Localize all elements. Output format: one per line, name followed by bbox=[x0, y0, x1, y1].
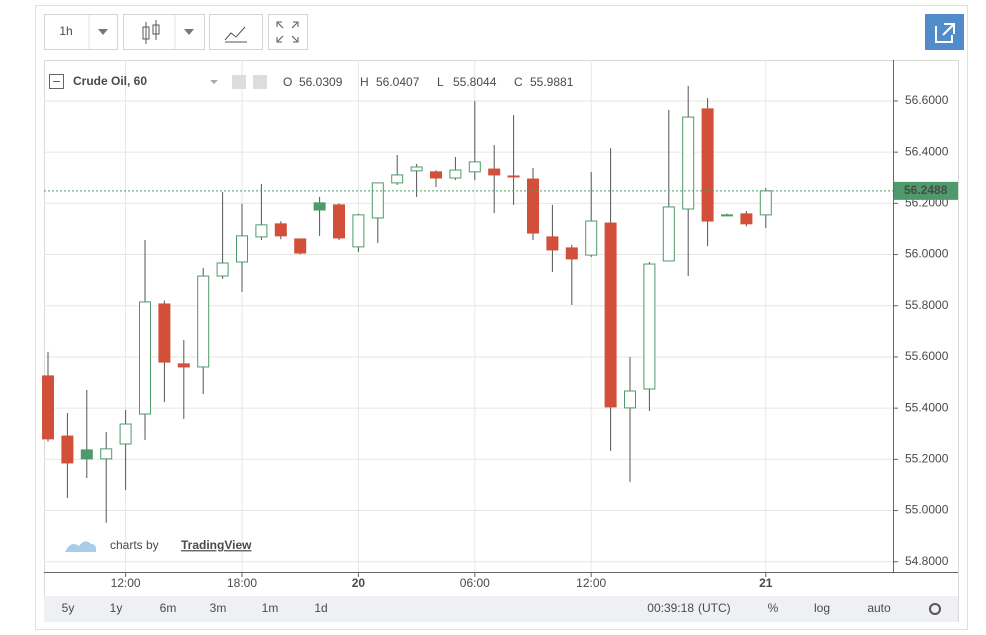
y-tick-label: 55.6000 bbox=[905, 349, 949, 363]
y-tick-label: 56.6000 bbox=[905, 93, 949, 107]
y-tick-label: 56.4000 bbox=[905, 144, 949, 158]
settings-icon[interactable] bbox=[929, 603, 941, 615]
x-tick-label: 18:00 bbox=[227, 576, 257, 590]
watermark[interactable]: charts by TradingView bbox=[65, 538, 252, 552]
candle-body bbox=[158, 303, 171, 363]
candle-body bbox=[371, 182, 384, 219]
candle-body bbox=[236, 235, 248, 263]
range-button[interactable]: 3m bbox=[210, 601, 227, 615]
y-tick-label: 55.2000 bbox=[905, 452, 949, 466]
bottom-bar-items: 5y 1y 6m 3m 1m 1d 00:39:18 (UTC)% log auto bbox=[62, 601, 941, 615]
candle-body bbox=[42, 375, 54, 440]
chart-style-button[interactable] bbox=[123, 14, 205, 50]
grid bbox=[44, 60, 893, 572]
y-tick-label: 55.0000 bbox=[905, 503, 949, 517]
candle-body bbox=[333, 204, 345, 239]
interval-label: 1h bbox=[59, 24, 72, 38]
candle-body bbox=[177, 363, 190, 368]
candle-body bbox=[488, 168, 501, 176]
candle-body bbox=[585, 220, 598, 256]
y-tick-label: 56.0000 bbox=[905, 247, 949, 261]
timezone: (UTC) bbox=[698, 601, 731, 615]
ohlc-key: O bbox=[283, 75, 292, 89]
ohlc-value: 55.8044 bbox=[453, 75, 497, 89]
candle-body bbox=[100, 448, 113, 460]
ohlc-value: 56.0407 bbox=[376, 75, 420, 89]
last-price-label: 56.2488 bbox=[904, 183, 948, 197]
indicators-button[interactable] bbox=[209, 14, 263, 50]
clock: 00:39:18 bbox=[647, 601, 694, 615]
axes: 54.8000 55.0000 55.2000 55.4000 55.6000 55.80… bbox=[111, 93, 958, 590]
candle-body bbox=[701, 108, 714, 222]
candle-body bbox=[313, 202, 326, 211]
overlay: Crude Oil, 60 O 56.0309 H 56.0407 L 55.8044 C 5… bbox=[49, 74, 574, 552]
range-button[interactable]: 1y bbox=[110, 601, 123, 615]
chart-title: Crude Oil, 60 bbox=[73, 74, 147, 88]
candle-body bbox=[740, 213, 753, 225]
candle-body bbox=[391, 174, 404, 184]
candle-body bbox=[197, 275, 210, 368]
candle-body bbox=[468, 161, 481, 173]
candles bbox=[42, 85, 893, 523]
y-tick-label: 55.4000 bbox=[905, 400, 949, 414]
x-tick-label: 12:00 bbox=[111, 576, 141, 590]
last-price-box bbox=[894, 181, 958, 200]
candle-body bbox=[80, 449, 93, 460]
x-tick-label: 12:00 bbox=[576, 576, 606, 590]
range-button[interactable]: 1d bbox=[314, 601, 327, 615]
candle-body bbox=[139, 301, 151, 415]
candle-body bbox=[643, 263, 656, 390]
ohlc-key: H bbox=[360, 75, 369, 89]
fullscreen-button[interactable] bbox=[268, 14, 308, 50]
candle-body bbox=[61, 435, 74, 464]
ohlc-legend: O 56.0309 H 56.0407 L 55.8044 C 55.9881 bbox=[283, 75, 574, 89]
x-tick-label: 06:00 bbox=[460, 576, 490, 590]
y-tick-label: 55.8000 bbox=[905, 298, 949, 312]
candle-body bbox=[216, 262, 229, 277]
log-toggle[interactable]: log bbox=[814, 601, 830, 615]
candle-body bbox=[255, 224, 268, 238]
interval-button[interactable] bbox=[44, 14, 118, 50]
ohlc-value: 55.9881 bbox=[530, 75, 574, 89]
bottom-bar bbox=[44, 596, 958, 622]
y-tick-label: 54.8000 bbox=[905, 554, 949, 568]
candle-body bbox=[507, 175, 520, 178]
auto-toggle[interactable]: auto bbox=[867, 601, 891, 615]
popout-button[interactable] bbox=[925, 14, 964, 50]
ohlc-key: C bbox=[514, 75, 523, 89]
x-tick-label: 21 bbox=[759, 576, 773, 590]
candle-body bbox=[682, 116, 695, 210]
candle-body bbox=[430, 171, 442, 179]
candle-body bbox=[721, 214, 733, 217]
candle-body bbox=[546, 236, 559, 251]
range-button[interactable]: 1m bbox=[262, 601, 279, 615]
candle-body bbox=[565, 247, 578, 260]
candle-body bbox=[119, 423, 132, 445]
percent-toggle[interactable]: % bbox=[768, 601, 779, 615]
candle-body bbox=[662, 206, 675, 262]
range-button[interactable]: 5y bbox=[62, 601, 75, 615]
candle-body bbox=[527, 178, 539, 234]
x-tick-label: 20 bbox=[352, 576, 366, 590]
toolbar: 1h bbox=[44, 14, 964, 50]
watermark-brand[interactable]: TradingView bbox=[181, 538, 252, 552]
candle-body bbox=[294, 238, 307, 254]
ohlc-key: L bbox=[437, 75, 444, 89]
range-button[interactable]: 6m bbox=[160, 601, 177, 615]
candle-body bbox=[274, 223, 287, 237]
candle-body bbox=[410, 166, 423, 172]
candle-body bbox=[449, 169, 462, 179]
watermark-prefix: charts by bbox=[110, 538, 159, 552]
candle-body bbox=[604, 222, 617, 408]
candle-body bbox=[352, 214, 365, 248]
ohlc-value: 56.0309 bbox=[299, 75, 343, 89]
candle-body bbox=[759, 190, 772, 216]
candle-body bbox=[624, 390, 636, 409]
frame bbox=[35, 5, 968, 630]
